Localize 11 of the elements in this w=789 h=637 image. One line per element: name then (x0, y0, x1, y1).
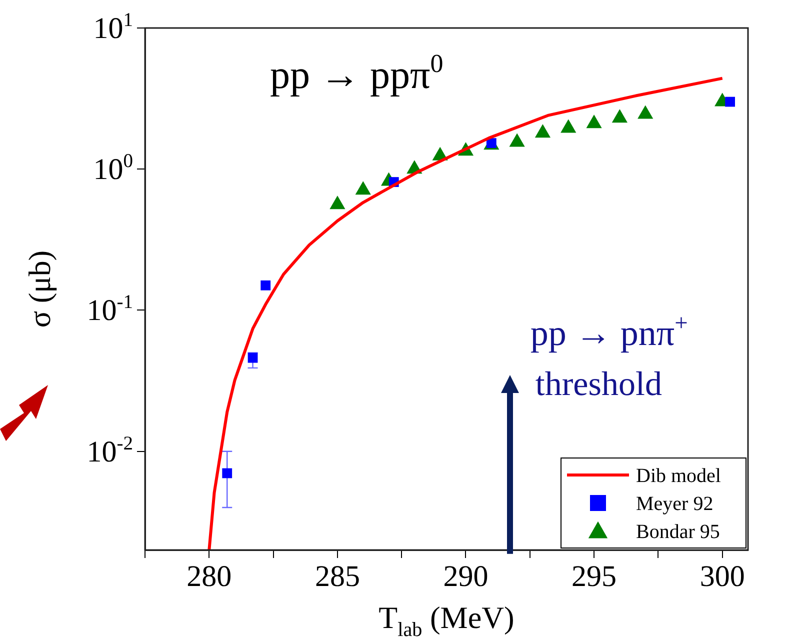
annotation: pp → pnπ+ (530, 310, 688, 354)
x-tick-label: 295 (572, 560, 617, 593)
x-tick-label: 280 (186, 560, 232, 593)
annotation: threshold (535, 366, 662, 404)
legend-label: Dib model (636, 465, 722, 487)
x-tick-label: 300 (700, 560, 745, 593)
y-axis-title: σ (μb) (22, 250, 57, 328)
legend-label: Bondar 95 (636, 521, 720, 543)
legend-label: Meyer 92 (636, 493, 714, 515)
x-tick-label: 290 (443, 560, 488, 593)
x-tick-label: 285 (314, 560, 360, 593)
